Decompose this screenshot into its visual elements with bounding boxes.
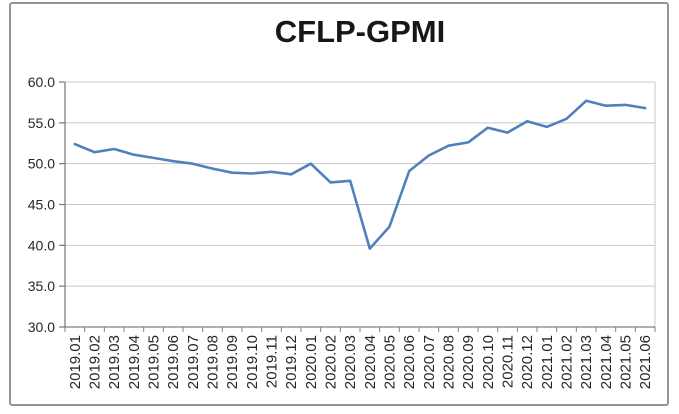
x-tick-label: 2020.09 [460, 335, 477, 389]
x-tick-label: 2019.07 [185, 335, 202, 389]
x-tick-label: 2019.11 [264, 335, 281, 388]
x-tick-label: 2020.08 [441, 335, 458, 389]
x-tick-label: 2019.05 [146, 335, 163, 389]
y-tick-label: 30.0 [28, 319, 55, 335]
x-tick-label: 2020.12 [519, 335, 536, 389]
x-tick-label: 2020.10 [480, 335, 497, 389]
x-tick-label: 2019.03 [106, 335, 123, 389]
x-tick-label: 2021.06 [637, 335, 654, 389]
x-tick-label: 2019.09 [224, 335, 241, 389]
x-tick-label: 2021.03 [578, 335, 595, 389]
x-tick-label: 2020.04 [362, 335, 379, 389]
x-tick-label: 2019.10 [244, 335, 261, 389]
y-tick-label: 40.0 [28, 237, 55, 253]
x-tick-label: 2020.02 [323, 335, 340, 389]
x-tick-label: 2019.06 [165, 335, 182, 389]
x-tick-label: 2020.03 [342, 335, 359, 389]
y-tick-label: 35.0 [28, 278, 55, 294]
x-tick-label: 2021.05 [618, 335, 635, 389]
x-tick-label: 2019.02 [87, 335, 104, 389]
y-tick-label: 50.0 [28, 156, 55, 172]
x-tick-label: 2019.12 [283, 335, 300, 389]
x-tick-label: 2021.04 [598, 335, 615, 389]
y-tick-label: 60.0 [28, 74, 55, 90]
chart-title: CFLP-GPMI [274, 14, 446, 49]
x-tick-label: 2019.08 [205, 335, 222, 389]
x-tick-label: 2020.06 [401, 335, 418, 389]
x-tick-label: 2020.07 [421, 335, 438, 389]
x-tick-label: 2019.04 [126, 335, 143, 389]
x-tick-label: 2020.11 [500, 335, 517, 388]
data-series-line [73, 99, 647, 250]
x-tick-label: 2019.01 [67, 335, 84, 389]
y-tick-label: 45.0 [28, 197, 55, 213]
y-tick-label: 55.0 [28, 115, 55, 131]
x-tick-label: 2021.02 [559, 335, 576, 389]
x-tick-label: 2020.01 [303, 335, 320, 389]
x-tick-label: 2021.01 [539, 335, 556, 389]
x-tick-label: 2020.05 [382, 335, 399, 389]
